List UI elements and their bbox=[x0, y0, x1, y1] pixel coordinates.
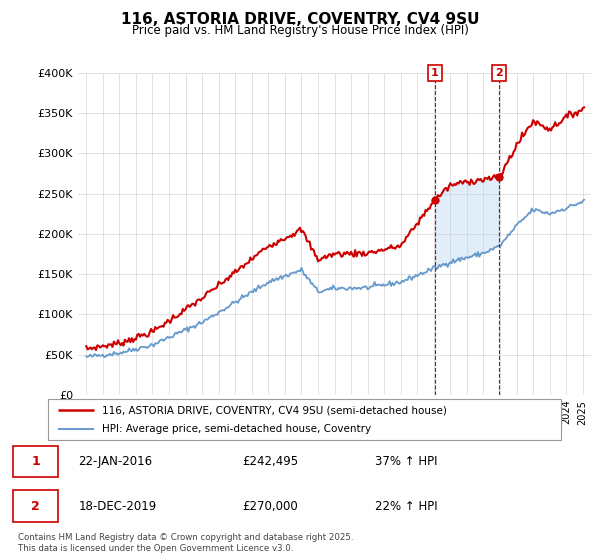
Text: 18-DEC-2019: 18-DEC-2019 bbox=[78, 500, 157, 512]
Text: 37% ↑ HPI: 37% ↑ HPI bbox=[375, 455, 437, 468]
Text: 116, ASTORIA DRIVE, COVENTRY, CV4 9SU (semi-detached house): 116, ASTORIA DRIVE, COVENTRY, CV4 9SU (s… bbox=[102, 405, 447, 415]
Text: 22% ↑ HPI: 22% ↑ HPI bbox=[375, 500, 437, 512]
Text: 1: 1 bbox=[431, 68, 439, 78]
Text: 1: 1 bbox=[31, 455, 40, 468]
Text: £242,495: £242,495 bbox=[242, 455, 299, 468]
Text: 2: 2 bbox=[31, 500, 40, 512]
Text: £270,000: £270,000 bbox=[242, 500, 298, 512]
FancyBboxPatch shape bbox=[13, 446, 58, 478]
FancyBboxPatch shape bbox=[13, 490, 58, 522]
Text: Contains HM Land Registry data © Crown copyright and database right 2025.
This d: Contains HM Land Registry data © Crown c… bbox=[18, 533, 353, 553]
FancyBboxPatch shape bbox=[48, 399, 561, 440]
Text: Price paid vs. HM Land Registry's House Price Index (HPI): Price paid vs. HM Land Registry's House … bbox=[131, 24, 469, 37]
Text: 116, ASTORIA DRIVE, COVENTRY, CV4 9SU: 116, ASTORIA DRIVE, COVENTRY, CV4 9SU bbox=[121, 12, 479, 27]
Text: 22-JAN-2016: 22-JAN-2016 bbox=[78, 455, 152, 468]
Text: 2: 2 bbox=[496, 68, 503, 78]
Text: HPI: Average price, semi-detached house, Coventry: HPI: Average price, semi-detached house,… bbox=[102, 424, 371, 433]
